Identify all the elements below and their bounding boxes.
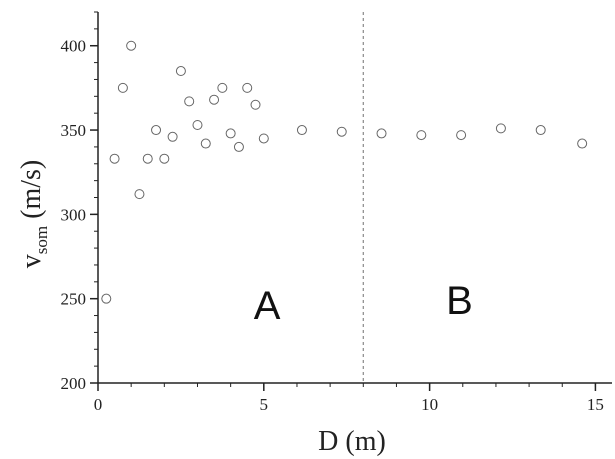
x-tick-label: 5	[260, 395, 269, 414]
data-point	[250, 99, 261, 110]
data-point	[258, 133, 269, 144]
data-point	[296, 125, 307, 136]
data-point	[535, 125, 546, 136]
y-tick-label: 250	[61, 290, 87, 309]
y-axis-title-main: v	[16, 254, 47, 268]
y-axis-title: vsom (m/s)	[16, 160, 51, 268]
y-tick-label: 200	[61, 374, 87, 393]
data-points	[101, 40, 588, 304]
y-tick-label: 350	[61, 121, 87, 140]
x-axis-title: D (m)	[318, 426, 386, 457]
x-tick-label: 15	[587, 395, 604, 414]
data-point	[192, 119, 203, 130]
region-label-a: A	[254, 284, 281, 328]
data-point	[217, 82, 228, 93]
data-point	[109, 153, 120, 164]
data-point	[200, 138, 211, 149]
data-point	[456, 130, 467, 141]
data-point	[577, 138, 588, 149]
data-point	[134, 189, 145, 200]
axes: 200 250 300 350 400 0 5 10 15	[61, 11, 612, 414]
data-point	[167, 131, 178, 142]
data-point	[242, 82, 253, 93]
data-point	[184, 96, 195, 107]
region-label-b: B	[446, 279, 473, 323]
y-axis-title-subscript: som	[32, 226, 51, 254]
data-point	[233, 141, 244, 152]
y-tick-label: 300	[61, 205, 87, 224]
data-point	[151, 125, 162, 136]
data-point	[159, 153, 170, 164]
y-tick-label: 400	[61, 37, 87, 56]
data-point	[142, 153, 153, 164]
data-point	[225, 128, 236, 139]
data-point	[117, 82, 128, 93]
data-point	[416, 130, 427, 141]
y-axis-title-unit: (m/s)	[16, 160, 47, 226]
data-point	[126, 40, 137, 51]
data-point	[175, 66, 186, 77]
x-tick-label: 0	[94, 395, 103, 414]
x-tick-label: 10	[421, 395, 438, 414]
data-point	[376, 128, 387, 139]
data-point	[101, 293, 112, 304]
data-point	[495, 123, 506, 134]
data-point	[336, 126, 347, 137]
data-point	[209, 94, 220, 105]
